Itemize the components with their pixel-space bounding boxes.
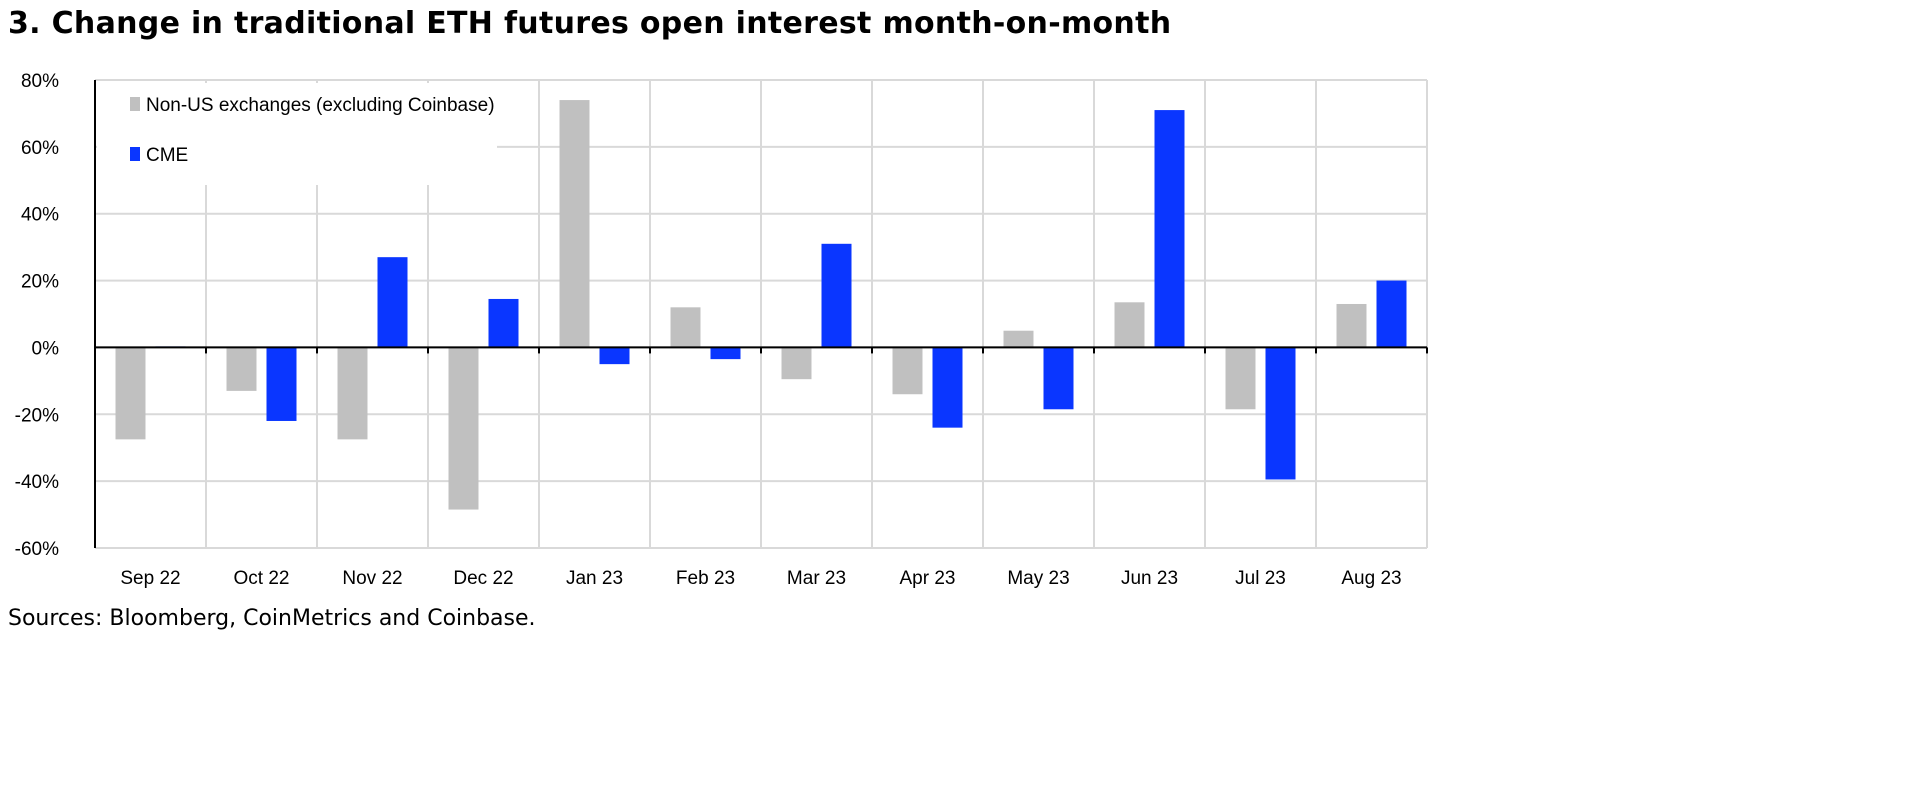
bar-cme	[266, 347, 297, 421]
bar-chart: -60% -40% -20% 0% 20% 40% 60% 80% Sep 22 Oct 22 No…	[15, 71, 1428, 589]
bar-non-us	[670, 307, 701, 348]
bar-cme	[932, 347, 963, 428]
x-tick-label: May 23	[1007, 568, 1069, 589]
bar-non-us	[1336, 303, 1367, 348]
chart-title: 3. Change in traditional ETH futures ope…	[8, 6, 1172, 41]
x-tick-label: Jan 23	[566, 568, 623, 589]
x-tick-label: Sep 22	[120, 568, 180, 589]
y-tick-label: 40%	[21, 205, 59, 226]
bar-cme	[710, 347, 741, 360]
legend-box	[97, 83, 497, 185]
legend-label: CME	[146, 145, 188, 166]
y-tick-label: -60%	[15, 539, 59, 560]
bar-non-us	[115, 347, 146, 440]
y-tick-label: 60%	[21, 138, 59, 159]
y-tick-label: -20%	[15, 405, 59, 426]
bar-non-us	[226, 347, 257, 391]
bar-cme	[1265, 347, 1296, 480]
x-tick-label: Nov 22	[342, 568, 402, 589]
x-tick-label: Mar 23	[787, 568, 846, 589]
bar-cme	[599, 347, 630, 365]
legend-swatch	[130, 97, 140, 111]
y-tick-label: 0%	[32, 338, 60, 359]
bar-non-us	[1225, 347, 1256, 410]
legend-swatch	[130, 147, 140, 161]
bar-non-us	[1114, 302, 1145, 348]
bar-cme	[1043, 347, 1074, 410]
x-tick-label: Apr 23	[900, 568, 956, 589]
bar-non-us	[559, 100, 590, 348]
legend-label: Non-US exchanges (excluding Coinbase)	[146, 95, 495, 116]
bar-non-us	[892, 347, 923, 395]
x-tick-label: Aug 23	[1341, 568, 1401, 589]
bar-non-us	[448, 347, 479, 510]
bar-cme	[1154, 110, 1185, 348]
bar-non-us	[1003, 330, 1034, 348]
x-tick-label: Jul 23	[1235, 568, 1286, 589]
bar-non-us	[781, 347, 812, 380]
source-note: Sources: Bloomberg, CoinMetrics and Coin…	[8, 606, 536, 631]
y-tick-label: -40%	[15, 472, 59, 493]
y-tick-label: 20%	[21, 272, 59, 293]
x-tick-label: Oct 22	[234, 568, 290, 589]
x-tick-label: Dec 22	[453, 568, 513, 589]
bar-cme	[821, 243, 852, 348]
y-tick-label: 80%	[21, 71, 59, 92]
bar-cme	[377, 257, 408, 348]
bar-non-us	[337, 347, 368, 440]
bar-cme	[1376, 280, 1407, 348]
x-tick-label: Jun 23	[1121, 568, 1178, 589]
x-tick-label: Feb 23	[676, 568, 735, 589]
bar-cme	[488, 298, 519, 348]
